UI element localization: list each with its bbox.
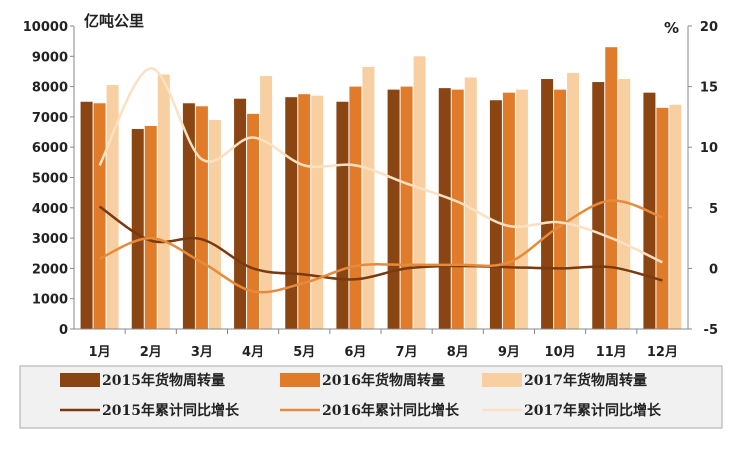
legend-swatch-2016-bar	[280, 373, 320, 387]
bar	[387, 89, 400, 329]
bar	[464, 77, 477, 329]
bar	[554, 89, 567, 329]
bar	[349, 86, 362, 329]
left-tick-label: 6000	[32, 141, 68, 156]
legend-label-2015-bar: 2015年货物周转量	[102, 372, 225, 389]
bar	[336, 101, 349, 329]
bar	[400, 86, 413, 329]
x-tick-label: 5月	[293, 345, 315, 360]
bar	[413, 56, 426, 330]
bar	[515, 89, 528, 329]
legend-item-2017-line: 2017年累计同比增长	[482, 402, 662, 419]
x-tick-label: 11月	[596, 345, 627, 360]
series-line	[98, 67, 663, 264]
legend-item-2016-line: 2016年累计同比增长	[280, 402, 460, 419]
left-tick-label: 7000	[32, 111, 68, 126]
bar	[656, 107, 669, 329]
bar	[144, 125, 157, 330]
legend-label-2016-bar: 2016年货物周转量	[322, 372, 445, 389]
right-tick-label: 15	[700, 81, 718, 96]
left-tick-label: 5000	[32, 172, 68, 187]
legend-label-2017-bar: 2017年货物周转量	[524, 372, 647, 389]
legend-item-2017-bar: 2017年货物周转量	[482, 372, 647, 389]
left-tick-label: 0	[59, 323, 68, 338]
bar	[362, 66, 375, 329]
right-tick-label: -5	[704, 323, 718, 338]
bar	[131, 129, 144, 329]
left-tick-label: 9000	[32, 50, 68, 65]
bar	[157, 74, 170, 329]
left-tick-label: 8000	[32, 81, 68, 96]
legend-item-2015-line: 2015年累计同比增长	[60, 402, 240, 419]
x-tick-label: 10月	[545, 345, 576, 360]
x-tick-label: 7月	[396, 345, 418, 360]
legend-label-2015-line: 2015年累计同比增长	[102, 402, 240, 419]
x-tick-label: 1月	[89, 345, 111, 360]
right-tick-label: 10	[700, 141, 718, 156]
legend-swatch-2015-bar	[60, 373, 100, 387]
x-tick-label: 4月	[242, 345, 264, 360]
x-tick-label: 12月	[647, 345, 678, 360]
bar	[208, 119, 221, 330]
series-line	[98, 205, 663, 282]
x-tick-label: 9月	[498, 345, 520, 360]
legend-box	[19, 365, 723, 429]
bar	[669, 104, 682, 329]
x-tick-label: 3月	[191, 345, 213, 360]
legend: 2015年货物周转量 2016年货物周转量 2017年货物周转量 2015年累计…	[19, 365, 723, 429]
bar	[247, 113, 260, 330]
x-tick-label: 6月	[344, 345, 366, 360]
right-tick-label: 5	[709, 202, 718, 217]
x-tick-label: 8月	[447, 345, 469, 360]
bar	[311, 95, 324, 329]
bar	[618, 79, 631, 330]
bar	[93, 103, 106, 329]
bar	[234, 98, 247, 329]
left-axis-unit: 亿吨公里	[84, 12, 144, 30]
bar	[80, 101, 93, 329]
bar	[182, 103, 195, 329]
left-tick-label: 1000	[32, 293, 68, 308]
bar	[195, 106, 208, 329]
bar	[541, 79, 554, 330]
x-tick-label: 2月	[140, 345, 162, 360]
bar	[605, 47, 618, 330]
bar	[489, 100, 502, 329]
left-tick-label: 4000	[32, 202, 68, 217]
bar	[438, 88, 451, 330]
right-tick-label: 20	[700, 20, 718, 35]
bar	[502, 92, 515, 329]
left-tick-label: 2000	[32, 262, 68, 277]
bar	[285, 97, 298, 329]
legend-item-2016-bar: 2016年货物周转量	[280, 372, 445, 389]
bar	[567, 72, 580, 329]
right-axis-unit: %	[664, 19, 679, 37]
bar	[298, 94, 311, 329]
legend-swatch-2017-bar	[482, 373, 522, 387]
left-tick-label: 3000	[32, 232, 68, 247]
right-tick-label: 0	[709, 262, 718, 277]
legend-label-2016-line: 2016年累计同比增长	[322, 402, 460, 419]
left-tick-label: 10000	[23, 20, 68, 35]
legend-label-2017-line: 2017年累计同比增长	[524, 402, 662, 419]
bar	[451, 89, 464, 329]
legend-item-2015-bar: 2015年货物周转量	[60, 372, 225, 389]
bar	[106, 85, 119, 330]
